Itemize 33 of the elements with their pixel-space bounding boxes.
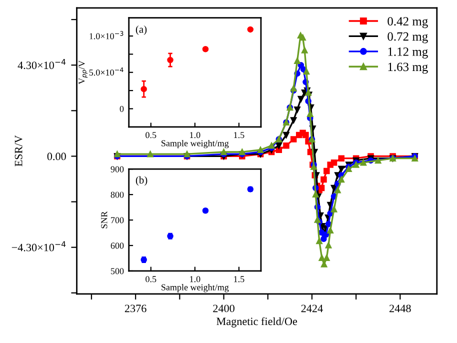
y-tick-label: 1.0×10$^{−3}$ (90, 31, 124, 40)
y-axis-title: ESR/V (14, 135, 22, 166)
x-axis-title: Sample weight/mg (162, 284, 229, 292)
x-axis-title: Sample weight/mg (162, 140, 229, 148)
y-tick-label: 600 (110, 242, 124, 249)
y-tick-label: 900 (110, 166, 124, 172)
y-axis-title: SNR (101, 211, 108, 228)
annotation: (a) (136, 25, 147, 35)
x-tick-label: 2424 (301, 304, 323, 312)
annotation: (b) (136, 176, 148, 186)
y-tick-label: 700 (111, 217, 124, 224)
x-tick-label: 2448 (390, 304, 411, 312)
x-axis-title: Magnetic field/Oe (216, 317, 298, 328)
x-tick-label: 1.0 (190, 132, 200, 138)
x-tick-label: 0.5 (146, 276, 156, 282)
y-tick-label: 0.00 (47, 152, 66, 160)
y-tick-label: 0 (120, 106, 124, 112)
y-axis-title: V$_{pp}$/V (78, 60, 88, 84)
y-tick-label: 5.0×10$^{−4}$ (89, 67, 124, 76)
y-tick-label: −4.30×10$^{−4}$ (12, 241, 66, 252)
legend-label: 1.63 mg (388, 62, 428, 74)
legend-label: 1.12 mg (388, 48, 428, 58)
y-tick-label: 800 (110, 192, 124, 198)
legend-label: 0.42 mg (388, 17, 428, 28)
x-tick-label: 2400 (213, 304, 234, 312)
x-tick-label: 2376 (124, 304, 146, 312)
x-tick-label: 1.0 (190, 276, 200, 282)
x-tick-label: 1.5 (234, 132, 244, 138)
y-tick-label: 4.30×10$^{−4}$ (18, 59, 66, 70)
legend-label: 0.72 mg (388, 32, 428, 44)
x-tick-label: 1.5 (234, 276, 244, 282)
y-tick-label: 500 (110, 268, 124, 274)
x-tick-label: 0.5 (146, 132, 156, 138)
